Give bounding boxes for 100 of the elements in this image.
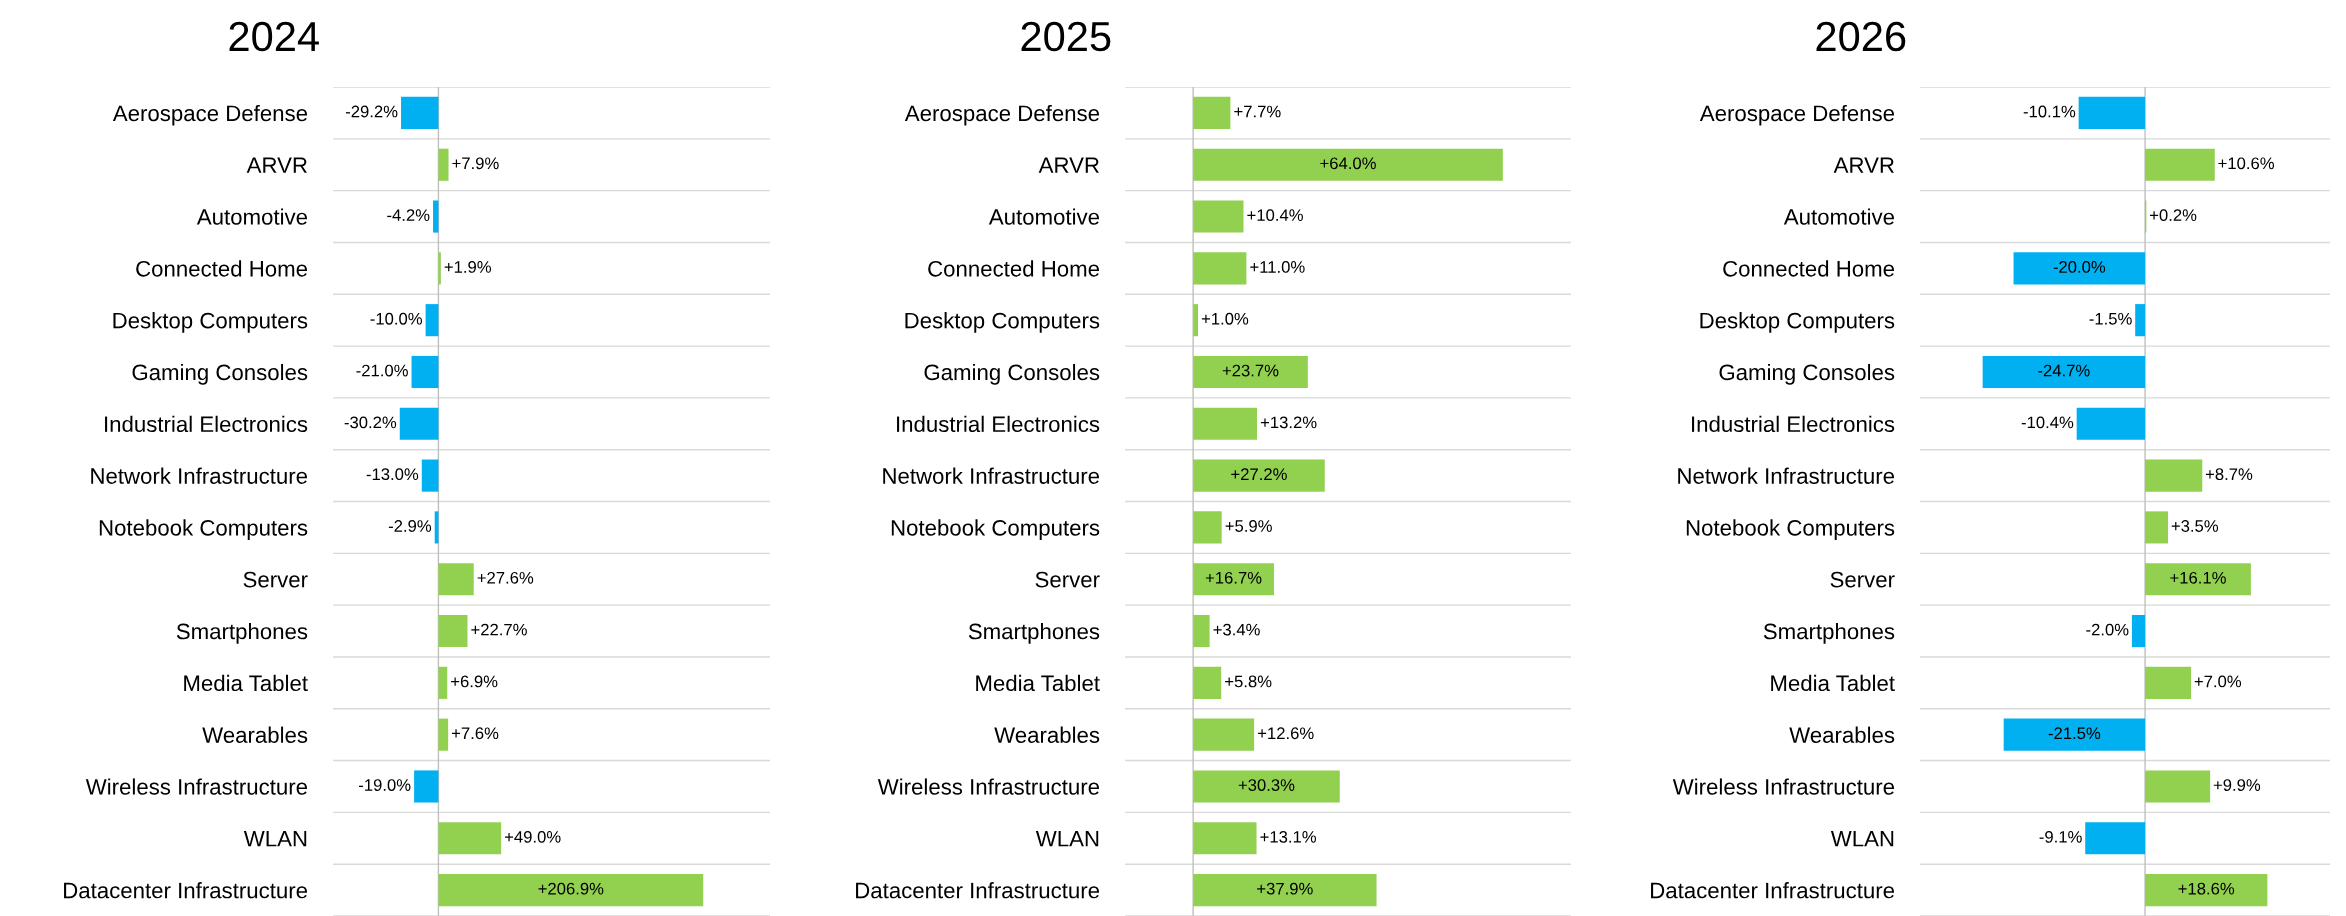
bar [421,459,439,492]
data-label: +13.1% [1260,830,1317,843]
data-label: +12.6% [1258,727,1314,740]
y-tick-label: Server [243,571,308,588]
y-tick-label: Network Infrastructure [883,467,1100,484]
y-tick-label: Desktop Computers [905,312,1100,333]
bar [1193,718,1255,751]
data-label: -30.2% [344,416,397,429]
data-label: -21.5% [2048,727,2101,740]
data-label: +23.7% [1222,364,1279,377]
data-label: +64.0% [1320,157,1376,170]
bar [2145,770,2211,803]
y-tick-label: Media Tablet [976,674,1100,692]
bar [1193,511,1222,544]
data-label: +37.9% [1257,882,1313,895]
bar [438,874,704,907]
data-label: +3.4% [1213,623,1260,636]
data-label: +6.9% [451,675,498,688]
bar [1193,148,1503,181]
data-label: +27.6% [477,571,534,584]
y-tick-label: ARVR [1038,157,1099,173]
data-label: +18.6% [2178,882,2235,895]
data-label: -9.1% [2039,830,2082,843]
y-tick-label: Gaming Consoles [1719,363,1895,385]
y-tick-label: Notebook Computers [99,519,308,541]
data-label: +1.9% [444,261,492,273]
y-tick-label: Wireless Infrastructure [877,778,1100,795]
y-tick-label: Media Tablet [184,674,308,692]
bar [2076,407,2146,440]
bar [2145,511,2169,544]
y-tick-label: Media Tablet [1771,674,1895,692]
y-tick-label: ARVR [246,157,307,173]
data-label: +3.5% [2171,520,2219,532]
y-tick-label: Wireless Infrastructure [85,778,308,795]
bar [414,770,439,803]
y-tick-label: Network Infrastructure [91,467,308,484]
y-tick-label: Gaming Consoles [924,363,1100,385]
bar [438,252,441,285]
bar [2145,459,2203,492]
data-label: +13.2% [1260,416,1317,429]
data-label: -21.0% [356,364,408,377]
y-tick-label: Smartphones [176,622,308,644]
data-label: +0.2% [2150,209,2197,222]
bar [2003,718,2146,751]
bar [433,200,439,233]
data-label: +10.6% [2218,157,2274,170]
bar [1193,200,1244,233]
y-tick-label: Industrial Electronics [897,415,1100,433]
data-label: +5.9% [1225,520,1272,532]
data-label: -10.4% [2021,416,2074,429]
y-tick-label: Aerospace Defense [112,104,308,126]
data-label: +22.7% [471,623,527,636]
y-tick-label: Industrial Electronics [105,415,308,433]
data-label: +16.1% [2170,571,2226,584]
chart-title: 2024 [229,21,319,52]
data-label: +8.7% [2205,468,2253,481]
bar [1193,355,1308,389]
y-tick-label: Connected Home [1723,260,1895,277]
y-tick-label: Wearables [1789,726,1895,743]
data-label: -29.2% [345,105,398,118]
bar [2131,614,2146,648]
y-tick-label: Wearables [994,726,1100,743]
y-tick-label: Connected Home [928,260,1100,277]
y-tick-label: Smartphones [968,622,1100,644]
y-tick-label: ARVR [1833,157,1894,173]
bar [1193,252,1247,285]
bar [2078,96,2146,129]
data-label: +7.7% [1234,105,1281,118]
data-label: +206.9% [538,882,604,895]
bar [1193,304,1198,337]
bar [399,407,439,440]
chart-title: 2025 [1021,21,1111,52]
bar [438,614,468,648]
y-tick-label: Network Infrastructure [1678,467,1895,484]
y-tick-label: Datacenter Infrastructure [1651,882,1895,899]
y-tick-label: Smartphones [1763,622,1895,644]
data-label: -13.0% [366,468,419,481]
y-tick-label: Aerospace Defense [1699,104,1895,126]
y-tick-label: Gaming Consoles [132,363,308,385]
y-tick-label: Notebook Computers [891,519,1100,541]
y-tick-label: Datacenter Infrastructure [856,882,1100,899]
y-tick-label: Desktop Computers [113,312,308,333]
y-tick-label: Notebook Computers [1686,519,1895,541]
bar [1193,407,1258,440]
y-tick-label: WLAN [1830,831,1894,847]
bar [411,355,439,389]
data-label: -2.9% [388,520,432,532]
bar [1193,459,1325,492]
data-label: -4.2% [387,209,430,221]
data-label: +7.6% [452,727,499,740]
bar [425,304,439,337]
bar [2145,874,2268,907]
data-label: -2.0% [2086,623,2129,636]
data-label: +9.9% [2213,779,2261,791]
data-label: +16.7% [1205,571,1262,584]
bar [1193,666,1222,699]
y-tick-label: Wireless Infrastructure [1672,778,1895,795]
bar [1982,355,2146,389]
data-label: +5.8% [1225,675,1272,688]
data-label: -10.1% [2023,105,2076,118]
